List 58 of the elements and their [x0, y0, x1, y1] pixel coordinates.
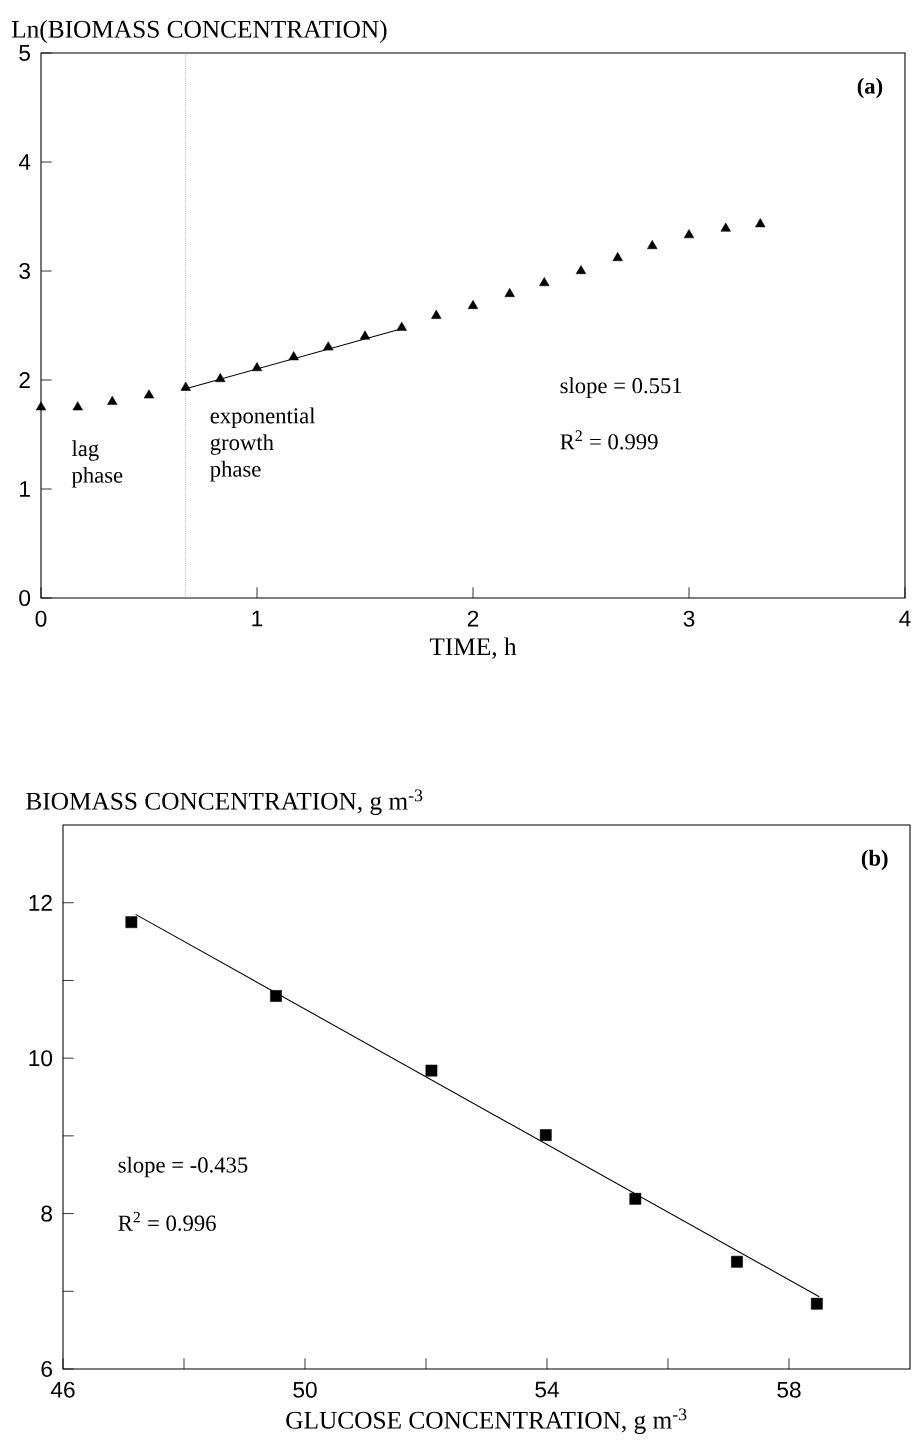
point	[731, 1255, 743, 1268]
x-tick-label: 46	[50, 1381, 75, 1398]
point	[647, 240, 658, 250]
point	[215, 373, 226, 382]
y-tick-label: 3	[19, 262, 30, 280]
point	[251, 362, 263, 372]
point	[180, 381, 191, 391]
y-tick-label: 0	[19, 589, 31, 607]
point	[467, 300, 479, 309]
point	[539, 1129, 552, 1141]
point	[125, 916, 138, 929]
annotation: R$^{2}$ = 0.996	[118, 1211, 216, 1231]
point	[720, 222, 731, 232]
point	[107, 395, 118, 405]
point	[612, 252, 623, 261]
x-tick-label: 3	[683, 610, 695, 627]
point	[323, 341, 334, 351]
point	[810, 1297, 823, 1310]
point	[396, 321, 407, 331]
point	[72, 401, 83, 411]
point	[143, 389, 155, 399]
annotation: (a)	[857, 77, 883, 99]
y-axis-title: BIOMASS CONCENTRATION, g m$^{-3}$	[26, 789, 423, 815]
point	[35, 401, 47, 411]
y-tick-label: 2	[19, 372, 30, 388]
y-axis-title: Ln(BIOMASS CONCENTRATION)	[11, 20, 387, 43]
x-tick-label: 58	[777, 1381, 801, 1398]
y-tick-label: 4	[18, 154, 31, 170]
y-tick-label: 10	[29, 1050, 53, 1067]
x-tick-label: 2	[467, 610, 479, 627]
y-tick-label: 1	[20, 481, 30, 497]
point	[431, 309, 442, 319]
point	[683, 229, 695, 239]
point	[539, 277, 550, 287]
annotation: slope = 0.551	[560, 377, 682, 398]
point	[270, 990, 282, 1002]
point	[629, 1192, 642, 1205]
annotation: lag phase	[71, 440, 123, 488]
point	[425, 1064, 438, 1077]
x-axis-title: GLUCOSE CONCENTRATION, g m$^{-3}$	[286, 1408, 687, 1434]
point	[575, 265, 587, 275]
x-tick-label: 1	[252, 610, 263, 627]
x-tick-label: 50	[293, 1381, 317, 1398]
y-tick-label: 6	[41, 1360, 52, 1378]
x-tick-label: 54	[535, 1381, 559, 1398]
y-tick-label: 5	[19, 45, 30, 61]
annotation: slope = -0.435	[118, 1156, 248, 1178]
point	[288, 351, 299, 361]
point	[504, 288, 515, 297]
x-tick-label: 4	[899, 610, 911, 627]
annotation: R$^{2}$ = 0.999	[560, 430, 658, 450]
point	[755, 218, 766, 228]
annotation: exponential growth phase	[210, 407, 316, 482]
point	[359, 330, 371, 340]
x-axis-title: TIME, h	[429, 637, 517, 659]
y-tick-label: 12	[29, 894, 52, 911]
y-tick-label: 8	[41, 1205, 52, 1222]
annotation: (b)	[861, 849, 888, 871]
